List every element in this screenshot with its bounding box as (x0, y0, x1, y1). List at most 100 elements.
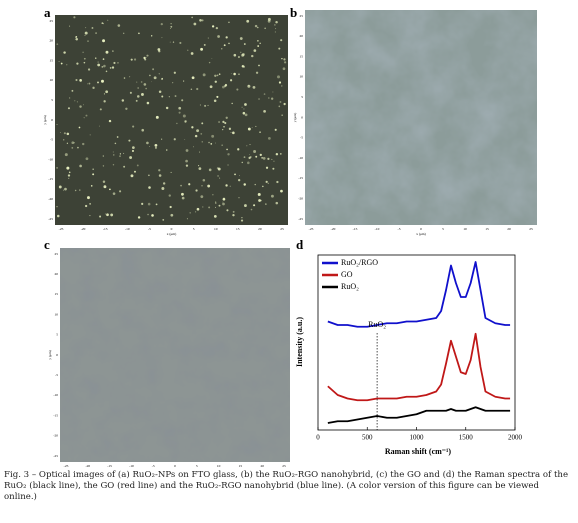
image-tick-label: 20 (258, 227, 262, 231)
particle (87, 40, 89, 42)
particle (239, 37, 243, 40)
particle (241, 161, 243, 164)
particle (135, 99, 138, 102)
particle (75, 78, 78, 82)
particle (69, 97, 71, 99)
image-tick-label: 0 (171, 227, 173, 231)
particle (253, 49, 257, 52)
particle (131, 149, 135, 153)
particle (265, 166, 269, 169)
particle (208, 206, 211, 209)
particle (283, 102, 286, 106)
image-tick-label: -5 (300, 136, 303, 140)
image-tick-label: 25 (55, 252, 59, 256)
image-tick-label: 0 (301, 115, 303, 119)
image-tick-label: 20 (507, 227, 511, 231)
particle (123, 152, 125, 154)
panel-label: c (44, 237, 50, 252)
particle (277, 75, 280, 79)
particle (213, 214, 217, 218)
particle (236, 88, 239, 91)
particle (262, 185, 264, 188)
particle (181, 99, 184, 102)
particle (223, 44, 226, 47)
particle (186, 218, 188, 220)
particle (169, 41, 171, 43)
particle (271, 158, 273, 160)
particle (270, 194, 274, 198)
image-tick-label: -5 (398, 227, 401, 231)
particle (161, 78, 163, 81)
image-tick-label: 5 (51, 98, 53, 102)
particle (74, 100, 76, 102)
particle (181, 192, 184, 196)
particle (147, 213, 149, 216)
particle (282, 67, 286, 71)
particle (244, 204, 247, 207)
particle (243, 43, 246, 45)
particle (107, 19, 109, 21)
particle (249, 154, 250, 155)
particle (278, 105, 281, 108)
legend-label: RuO₂ (341, 282, 359, 291)
particle (173, 71, 176, 74)
particle (228, 127, 232, 130)
particle (254, 24, 258, 28)
particle (200, 133, 203, 135)
particle (106, 213, 109, 217)
particle (84, 34, 86, 36)
particle (158, 169, 161, 172)
image-tick-label: 0 (51, 118, 53, 122)
particle (145, 56, 147, 58)
image-tick-label: -10 (53, 393, 58, 397)
particle (170, 28, 171, 29)
particle (56, 205, 58, 208)
particle (207, 37, 209, 39)
particle (234, 173, 236, 176)
particle (214, 74, 217, 77)
image-tick-label: -10 (375, 227, 380, 231)
particle (221, 48, 223, 50)
particle (64, 153, 68, 157)
particle (196, 87, 199, 91)
particle (217, 35, 220, 38)
particle (215, 26, 219, 30)
particle (87, 68, 91, 71)
image-tick-label: -10 (48, 157, 53, 161)
particle (97, 81, 99, 84)
particle (200, 47, 204, 51)
particle (85, 157, 89, 161)
image-tick-label: 5 (442, 227, 444, 231)
particle (208, 141, 210, 144)
particle (87, 83, 89, 85)
particle (182, 114, 186, 118)
image-tick-label: -5 (55, 373, 58, 377)
particle (185, 149, 189, 152)
particle (170, 213, 174, 217)
particle (155, 146, 157, 149)
particle (208, 61, 211, 64)
particle (264, 27, 266, 30)
particle (62, 189, 65, 191)
particle (165, 106, 169, 110)
image-tick-label: 5 (193, 227, 195, 231)
particle (191, 76, 195, 80)
particle (111, 66, 115, 69)
image-tick-label: -5 (152, 464, 155, 468)
particle (250, 208, 253, 211)
particle (187, 49, 189, 51)
particle (265, 203, 267, 205)
image-tick-label: 15 (300, 54, 304, 58)
particle (190, 88, 193, 90)
particle (68, 177, 70, 180)
particle (66, 64, 68, 66)
particle (102, 39, 106, 43)
particle (227, 164, 229, 166)
particle (143, 83, 147, 86)
particle (180, 184, 182, 187)
spectrum-line (327, 261, 511, 328)
particle (141, 128, 145, 132)
particle (101, 79, 104, 83)
particle (222, 201, 224, 203)
particle (261, 157, 263, 159)
